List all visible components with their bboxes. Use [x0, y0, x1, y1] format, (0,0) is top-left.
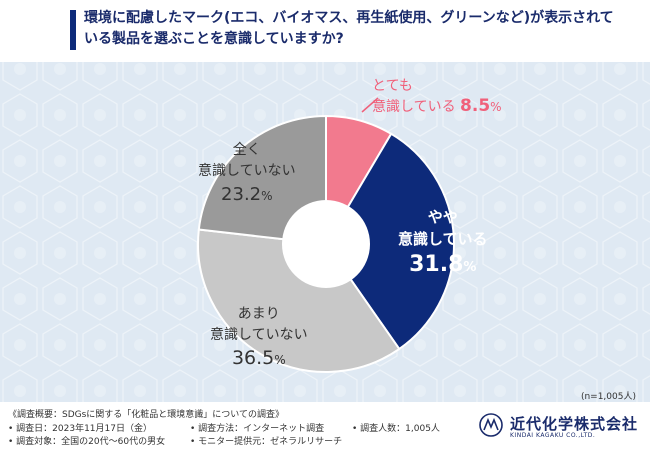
label-notvery-line1: あまり — [237, 306, 280, 322]
label-not-very-conscious: あまり 意識していない 36.5% — [210, 304, 308, 371]
slice-not-at-all-conscious — [197, 114, 327, 246]
title-accent-bar — [70, 10, 76, 50]
survey-overview: 《調査概要：SDGsに関する「化粧品と環境意識」についての調査》 — [8, 410, 285, 420]
label-not-at-all-conscious: 全く 意識していない 23.2% — [198, 140, 296, 207]
footer — [0, 402, 650, 450]
label-very-line1: とても — [372, 78, 413, 94]
label-somewhat-conscious: やや 意識している 31.8% — [398, 206, 488, 279]
company-name-en: KINDAI KAGAKU CO.,LTD. — [510, 432, 596, 439]
label-very-line2: 意識している — [372, 99, 456, 115]
header: 環境に配慮したマーク(エコ、バイオマス、再生紙使用、グリーンなど)が表示されてい… — [0, 0, 650, 62]
slice-not-very-conscious — [197, 228, 401, 373]
label-notatall-value: 23.2 — [221, 184, 262, 205]
label-somewhat-value: 31.8 — [409, 252, 464, 277]
label-notatall-unit: % — [261, 189, 273, 203]
company-logo: 近代化学株式会社 KINDAI KAGAKU CO.,LTD. — [478, 410, 638, 444]
label-notvery-unit: % — [274, 353, 286, 367]
label-very-unit: % — [490, 100, 502, 114]
survey-provider: • モニター提供元：ゼネラルリサーチ — [190, 437, 343, 447]
slice-somewhat-conscious — [324, 132, 455, 351]
survey-count: • 調査人数：1,005人 — [352, 424, 440, 434]
label-somewhat-unit: % — [463, 260, 477, 275]
company-mark-icon — [479, 413, 503, 437]
donut-hole — [282, 200, 370, 288]
survey-target: • 調査対象：全国の20代～60代の男女 — [8, 437, 166, 447]
label-notatall-line1: 全く — [232, 142, 261, 158]
label-very-conscious: とても 意識している 8.5% — [372, 76, 502, 117]
label-notvery-value: 36.5 — [231, 347, 275, 369]
chart-title: 環境に配慮したマーク(エコ、バイオマス、再生紙使用、グリーンなど)が表示されてい… — [84, 10, 614, 47]
company-name: 近代化学株式会社 — [510, 415, 639, 433]
label-notatall-line2: 意識していない — [198, 163, 296, 179]
label-somewhat-line2: 意識している — [398, 230, 488, 248]
survey-method: • 調査方法：インターネット調査 — [190, 424, 325, 434]
leader-line — [361, 97, 379, 113]
label-somewhat-line1: やや — [427, 208, 458, 226]
label-very-value: 8.5 — [460, 96, 491, 116]
label-notvery-line2: 意識していない — [210, 327, 308, 343]
sample-size-note: (n=1,005人) — [580, 392, 636, 402]
survey-date: • 調査日：2023年11月17日（金） — [8, 424, 152, 434]
